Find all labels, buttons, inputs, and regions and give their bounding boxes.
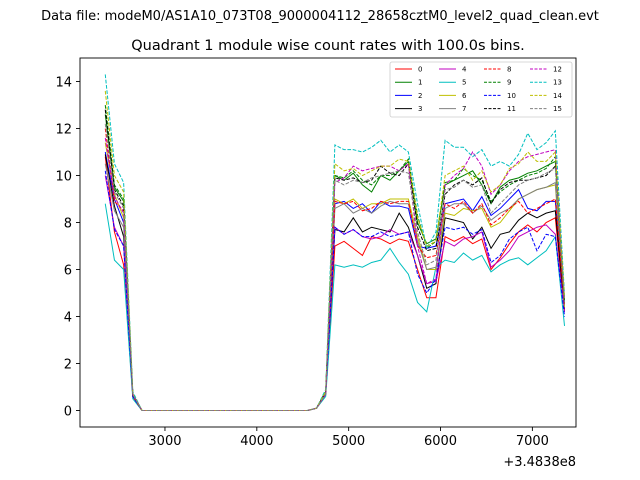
- legend-label-9: 9: [507, 79, 511, 87]
- legend-label-15: 15: [553, 105, 562, 113]
- y-tick-label: 0: [64, 405, 72, 420]
- legend-label-2: 2: [418, 92, 422, 100]
- chart-title: Quadrant 1 module wise count rates with …: [131, 38, 525, 54]
- legend-label-6: 6: [462, 92, 467, 100]
- x-tick-label: 7000: [516, 434, 549, 449]
- legend-label-13: 13: [553, 79, 562, 87]
- x-tick-label: 3000: [148, 434, 181, 449]
- x-tick-label: 6000: [424, 434, 457, 449]
- x-axis: 3000 4000 5000 6000 7000: [148, 427, 549, 449]
- x-tick-label: 4000: [240, 434, 273, 449]
- x-axis-offset-label: +3.4838e8: [503, 455, 576, 470]
- x-tick-label: 5000: [332, 434, 365, 449]
- legend-label-8: 8: [507, 66, 511, 74]
- y-tick-label: 8: [64, 217, 72, 232]
- legend-label-1: 1: [418, 79, 422, 87]
- y-tick-label: 6: [64, 264, 72, 279]
- y-tick-label: 4: [64, 311, 72, 326]
- legend-label-0: 0: [418, 66, 422, 74]
- legend-box: [389, 61, 573, 118]
- legend-label-14: 14: [553, 92, 562, 100]
- y-tick-label: 14: [55, 76, 72, 91]
- y-tick-label: 12: [55, 123, 72, 138]
- legend-label-12: 12: [553, 66, 562, 74]
- series-line-13: [104, 74, 566, 412]
- y-tick-label: 2: [64, 358, 72, 373]
- legend-label-5: 5: [462, 79, 466, 87]
- legend-label-10: 10: [507, 92, 516, 100]
- legend-label-11: 11: [507, 105, 516, 113]
- series-line-10: [104, 170, 566, 412]
- series-line-14: [104, 90, 566, 412]
- series-lines: [104, 74, 566, 412]
- legend-label-7: 7: [462, 105, 466, 113]
- axes-frame: [79, 57, 577, 428]
- y-axis: 0 2 4 6 8 10 12 14: [55, 76, 80, 420]
- series-line-15: [104, 123, 566, 412]
- y-tick-label: 10: [55, 170, 72, 185]
- plot-area: [79, 57, 577, 428]
- legend-label-3: 3: [418, 105, 422, 113]
- figure-suptitle: Data file: modeM0/AS1A10_073T08_90000041…: [41, 9, 599, 24]
- legend-label-4: 4: [462, 66, 467, 74]
